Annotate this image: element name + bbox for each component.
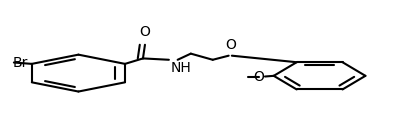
Text: Br: Br <box>12 55 28 70</box>
Text: NH: NH <box>171 61 192 75</box>
Text: O: O <box>140 25 150 39</box>
Text: O: O <box>253 70 264 83</box>
Text: O: O <box>225 38 236 52</box>
